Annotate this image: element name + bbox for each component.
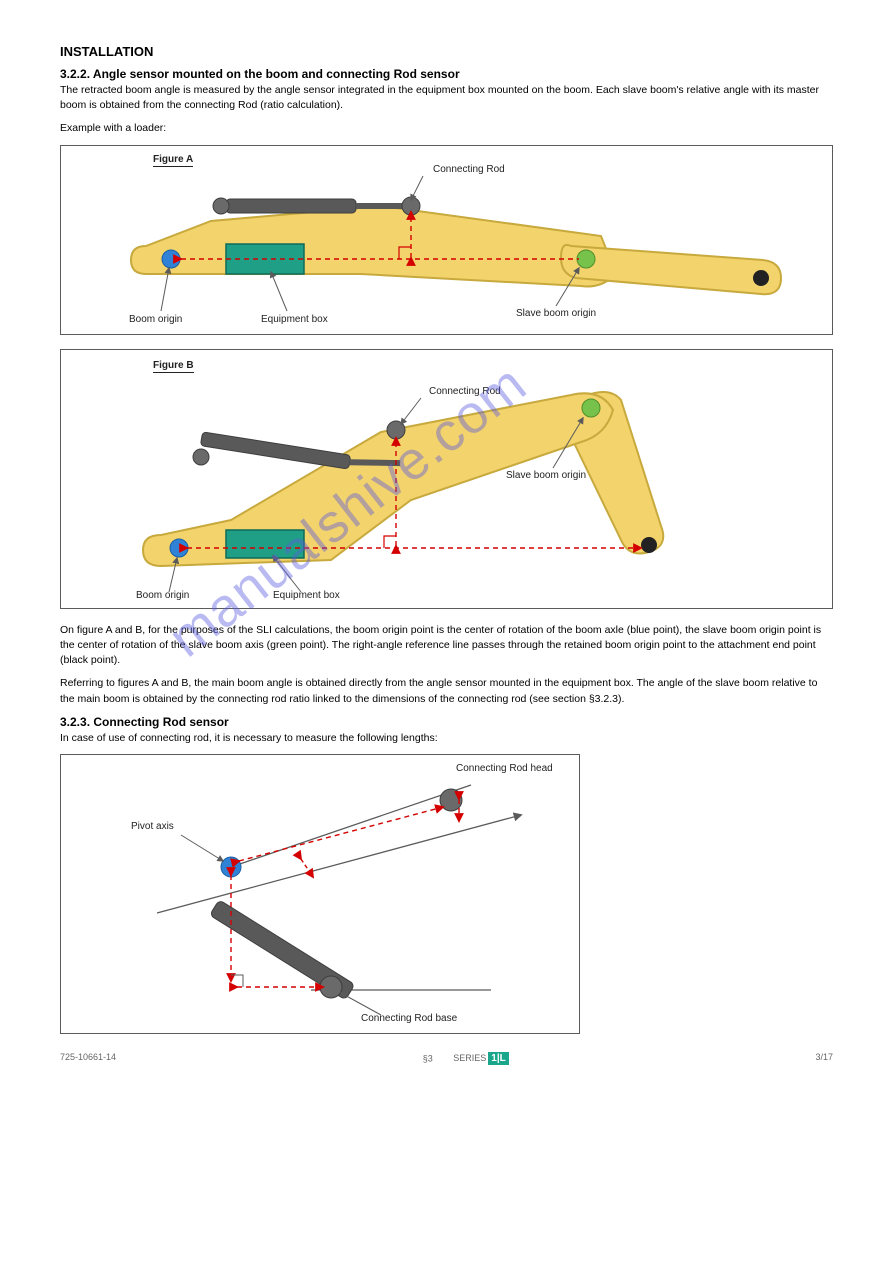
anno-slave-origin-a: Slave boom origin: [516, 308, 596, 319]
section-heading: 3.2.2. Angle sensor mounted on the boom …: [60, 67, 833, 81]
anno-eqbox-b: Equipment box: [273, 590, 340, 601]
anno-cr-head: Connecting Rod head: [456, 763, 553, 774]
intro-paragraph-1: The retracted boom angle is measured by …: [60, 83, 833, 113]
section-number: 3.2.2.: [60, 67, 90, 81]
anno-conrod-b: Connecting Rod: [429, 386, 501, 397]
section-323-title: Connecting Rod sensor: [93, 715, 228, 729]
intro-paragraph-2: Example with a loader:: [60, 121, 833, 136]
footer-section: §3: [423, 1053, 433, 1063]
section-title-text: Angle sensor mounted on the boom and con…: [93, 67, 460, 81]
footer-pageno: 3/17: [815, 1052, 833, 1065]
section-323-heading: 3.2.3. Connecting Rod sensor: [60, 715, 833, 729]
s323-paragraph: In case of use of connecting rod, it is …: [60, 731, 833, 746]
figure-b-label: Figure B: [153, 360, 194, 373]
anno-pivot-axis: Pivot axis: [131, 821, 174, 832]
series-prefix: SERIES: [453, 1053, 486, 1063]
mid-paragraph-1: On figure A and B, for the purposes of t…: [60, 623, 833, 669]
anno-cr-base: Connecting Rod base: [361, 1013, 457, 1024]
mid-paragraph-2: Referring to figures A and B, the main b…: [60, 676, 833, 706]
anno-eqbox-a: Equipment box: [261, 314, 328, 325]
anno-boom-origin-a: Boom origin: [129, 314, 182, 325]
figure-rod-svg: [61, 755, 581, 1035]
section-323-number: 3.2.3.: [60, 715, 90, 729]
footer-ref: 725-10661-14: [60, 1052, 116, 1065]
figure-a-label: Figure A: [153, 154, 193, 167]
anno-slave-origin-b: Slave boom origin: [506, 470, 586, 481]
page-title: INSTALLATION: [60, 44, 833, 59]
figure-a-panel: Figure A: [60, 145, 833, 335]
figure-rod-panel: Connecting Rod head Pivot axis Connectin…: [60, 754, 580, 1034]
figure-b-panel: Figure B: [60, 349, 833, 609]
anno-conrod-a: Connecting Rod: [433, 164, 505, 175]
anno-boom-origin-b: Boom origin: [136, 590, 189, 601]
series-badge: 1|L: [488, 1052, 508, 1065]
